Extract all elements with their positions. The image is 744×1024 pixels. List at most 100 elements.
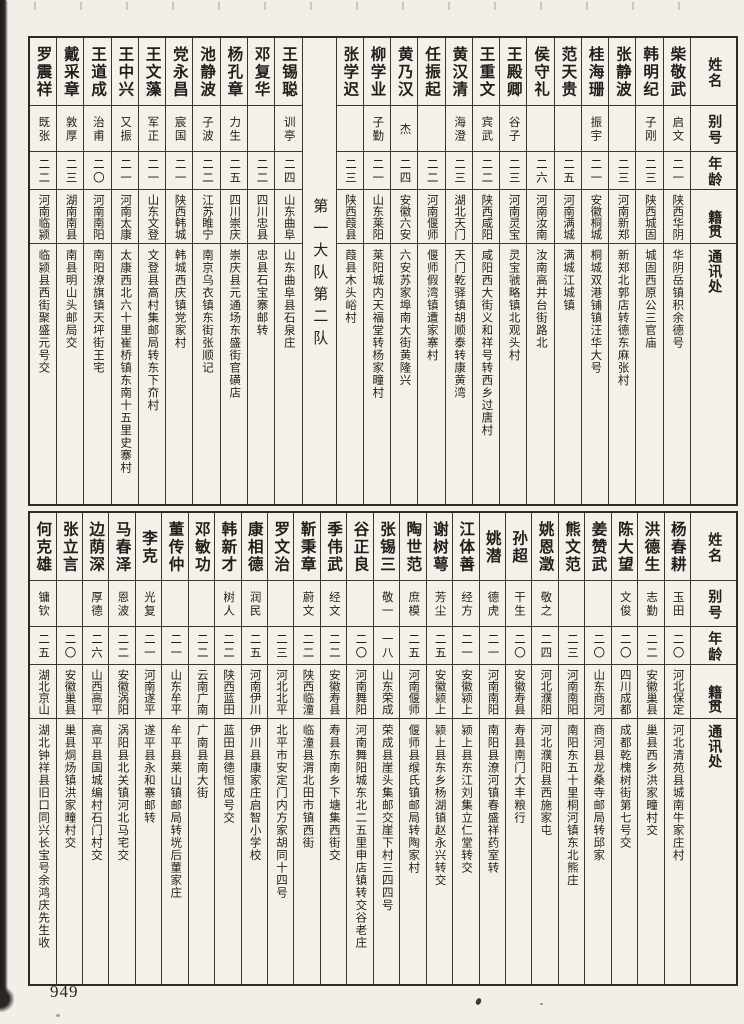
person-age: 二三: [643, 158, 656, 185]
person-origin-cell: 陕西韩城: [166, 190, 193, 244]
person-alias: 树人: [222, 591, 235, 618]
person-address-cell: 汝南高井台街路北: [527, 244, 553, 504]
person-address-cell: 山东曲阜县石泉庄: [275, 244, 301, 504]
person-age: 二二: [195, 633, 208, 660]
person-column: 杨春耕 玉田 二〇 河北保定 河北清苑县城南牛家庄村: [663, 513, 690, 984]
person-name: 桂海珊: [586, 46, 604, 99]
person-address-cell: 蓝田县德恒成号交: [215, 719, 240, 984]
person-column: 姚恩澂 敬之 二四 河北濮阳 河北濮阳县西施家屯: [531, 513, 558, 984]
person-address: 河南舞阳城东北二五里申店镇转交谷老庄: [354, 724, 367, 949]
person-address: 新郑北郭店转德东麻张村: [616, 249, 629, 387]
person-name-cell: 陈大望: [611, 513, 638, 581]
person-alias: 芳尘: [433, 591, 446, 618]
person-age: 二二: [255, 158, 268, 185]
person-age: 一八: [380, 633, 393, 660]
person-origin: 安徽寿县: [512, 668, 525, 715]
person-address-cell: 南县明山头邮局交: [57, 244, 83, 504]
person-column: 池静波 子波 二二 江苏睢宁 南京乌衣镇东街张顺记: [192, 38, 220, 504]
person-alias: 力生: [228, 116, 241, 143]
person-origin: 陕西华阴: [671, 193, 684, 240]
person-age: 二〇: [618, 633, 631, 660]
person-alias: 蔚文: [301, 591, 314, 618]
person-origin-cell: 河北保定: [664, 665, 690, 719]
person-name: 康相德: [245, 521, 263, 574]
person-age: 二〇: [63, 633, 76, 660]
person-origin-cell: 湖南南县: [57, 190, 84, 244]
person-address: 荣成县崖头集邮交崖下村三四四号: [380, 724, 393, 912]
person-name-cell: 党永昌: [166, 38, 193, 106]
person-name-cell: 熊文范: [558, 513, 585, 581]
person-origin: 山东牟平: [169, 668, 182, 715]
person-address: 忠县石宝寨邮转: [255, 249, 268, 337]
person-age: 二一: [142, 633, 155, 660]
person-name-cell: 邓敏功: [188, 513, 215, 581]
person-alias-cell: 润民: [241, 581, 267, 627]
person-address: 牟平县莱山镇邮局转垙后董家庄: [169, 724, 182, 899]
person-name: 韩明纪: [641, 46, 659, 99]
person-address-cell: 北平市安定门内方家胡同十四号: [268, 719, 293, 984]
person-address-cell: 寿县东南乡下塘集西街交: [321, 719, 346, 984]
person-name-cell: 何克雄: [30, 513, 56, 581]
person-age-cell: 二二: [320, 627, 347, 665]
person-origin: 河南临颍: [37, 193, 50, 240]
person-alias-cell: [609, 106, 636, 152]
person-age-cell: 二三: [268, 627, 294, 665]
scan-bleed-ticks: [34, 2, 714, 10]
person-origin: 陕西韩城: [173, 193, 186, 240]
person-address: 伊川县康家庄启智小学校: [248, 724, 261, 862]
person-address: 临潼县渭北田市镇西街: [301, 724, 314, 849]
person-address: 灵宝虢略镇北观头村: [507, 249, 520, 362]
person-column: 王殿卿 谷子 二三 河南灵宝 灵宝虢略镇北观头村: [499, 38, 527, 504]
person-alias-cell: [554, 106, 581, 152]
person-alias: 军正: [146, 116, 159, 143]
person-address-cell: 咸阳西大街义和祥号转西乡过唐村: [473, 244, 499, 504]
person-age: 二〇: [91, 158, 104, 185]
person-age-cell: 二六: [527, 152, 554, 190]
person-address-cell: 颍上县东乡杨湖镇赵永兴转交: [427, 719, 452, 984]
person-alias: 宸国: [173, 116, 186, 143]
person-name-cell: 罗震祥: [29, 38, 57, 106]
person-age-cell: 一八: [373, 627, 400, 665]
person-alias: 敬之: [539, 591, 552, 618]
person-origin: 河南偃师: [425, 193, 438, 240]
person-origin: 河北濮阳: [539, 668, 552, 715]
person-name: 邓复华: [252, 46, 270, 99]
person-address: 临颍县西街聚盛元号交: [37, 249, 50, 374]
person-column: 江体善 经方 二一 安徽颍上 颍上县东江刘集立仁堂转交: [452, 513, 479, 984]
person-address: 文登县高村集邮局转东下夼村: [146, 249, 159, 412]
person-address-cell: 颍上县东江刘集立仁堂转交: [453, 719, 478, 984]
person-address: 遂平县永和寨邮转: [142, 724, 155, 824]
person-name: 杨孔章: [225, 46, 243, 99]
person-origin-cell: 四川崇庆: [220, 190, 248, 244]
person-origin-cell: 山东文登: [138, 190, 166, 244]
person-address-cell: 六安苏家埠南大街黄隆兴: [391, 244, 417, 504]
person-age: 二一: [486, 633, 499, 660]
person-alias-cell: 既张: [29, 106, 57, 152]
person-name: 边荫深: [87, 521, 105, 574]
person-alias-cell: 玉田: [664, 581, 690, 627]
scan-speck: [540, 1003, 543, 1005]
person-alias-cell: 启文: [663, 106, 690, 152]
person-alias: 宾武: [480, 116, 493, 143]
header-origin-label: 籍贯: [706, 684, 722, 713]
person-address: 汝南高井台街路北: [534, 249, 547, 349]
person-name: 王文藻: [143, 46, 161, 99]
header-origin-cell: 籍贯: [691, 665, 736, 719]
person-origin-cell: 河南偃师: [418, 190, 445, 244]
header-column: 姓名 别号 年龄 籍贯 通讯处: [690, 513, 736, 984]
person-name: 范天贵: [559, 46, 577, 99]
person-age-cell: 二四: [391, 152, 418, 190]
person-origin: 河北北平: [275, 668, 288, 715]
person-alias-cell: 振宇: [581, 106, 609, 152]
person-name-cell: 董传仲: [162, 513, 188, 581]
person-alias: 德虎: [486, 591, 499, 618]
person-origin: 河南遂平: [142, 668, 155, 715]
header-alias-label: 别号: [706, 588, 722, 621]
person-alias-cell: 光复: [135, 581, 162, 627]
header-alias-label: 别号: [706, 113, 722, 146]
person-address: 河北濮阳县西施家屯: [539, 724, 552, 837]
person-age: 二五: [228, 158, 241, 185]
person-address: 桐城双港铺镇汪华大号: [589, 249, 602, 374]
person-age: 二三: [275, 633, 288, 660]
person-alias: 敦厚: [64, 116, 77, 143]
